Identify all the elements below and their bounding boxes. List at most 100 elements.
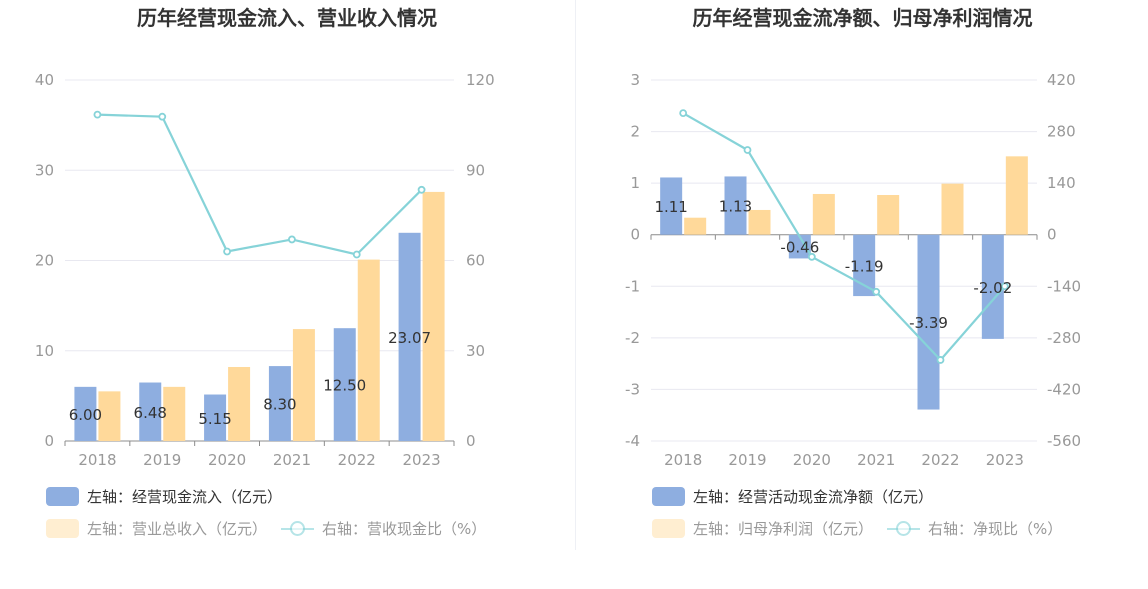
left-axis-tick-label: 2: [630, 123, 640, 141]
right-axis-tick-label: 140: [1047, 174, 1076, 192]
x-axis-tick-label: 2023: [402, 451, 440, 469]
data-label: 1.11: [654, 198, 687, 216]
data-label: -1.19: [845, 257, 884, 275]
legend-label: 归母净利润（亿元）: [738, 520, 874, 538]
ratio-point-2021: [288, 235, 296, 244]
legend-line-swatch: [281, 519, 315, 538]
left-axis-tick-label: 10: [35, 342, 54, 360]
x-axis-tick-label: 2022: [338, 451, 376, 469]
x-axis-tick-label: 2018: [78, 451, 116, 469]
x-axis-tick-label: 2019: [728, 451, 766, 469]
legend-prefix: 右轴：: [928, 520, 974, 538]
ratio-point-2023: [1000, 282, 1009, 291]
ratio-point-2020: [223, 247, 231, 256]
bar-right-series2-2021: [877, 195, 900, 235]
legend-prefix: 左轴：: [693, 520, 739, 538]
left-axis-tick-label: 30: [35, 161, 54, 179]
bar-right-series1-2022: [917, 234, 940, 410]
right-axis-tick-label: 0: [1047, 226, 1057, 244]
ratio-point-2019: [743, 146, 752, 154]
left-axis-tick-label: 40: [35, 71, 54, 89]
legend-item-profit[interactable]: 左轴： 归母净利润（亿元）: [652, 518, 873, 539]
bar-left-series1-2020: [204, 394, 227, 441]
x-axis-tick-label: 2019: [143, 451, 181, 469]
legend-label: 经营现金流入（亿元）: [132, 488, 283, 506]
left-axis-tick-label: -1: [625, 277, 640, 295]
legend-line-swatch: [887, 519, 921, 538]
data-label: 1.13: [719, 198, 752, 216]
chart-title: 历年经营现金流入、营业收入情况: [137, 6, 437, 30]
ratio-point-2022: [352, 250, 361, 259]
chart-plot-right: -4 -560 -3 -420 -2 -280 -1 -140 0 0 1 140 2 280 3 420 20…: [625, 71, 1081, 469]
x-axis-tick-label: 2022: [921, 451, 959, 469]
legend-prefix: 左轴：: [693, 488, 739, 506]
ratio-point-2018: [93, 110, 102, 119]
ratio-point-2023: [417, 185, 426, 194]
data-label: -2.02: [973, 279, 1012, 297]
legend-prefix: 左轴：: [87, 488, 133, 506]
left-axis-tick-label: -4: [625, 432, 640, 450]
right-axis-tick-label: -560: [1047, 432, 1081, 450]
bar-right-series2-2022: [941, 183, 964, 235]
x-axis-tick-label: 2020: [208, 451, 246, 469]
chart-panel-right: 历年经营现金流净额、归母净利润情况 -4 -560 -3 -420 -2 -280 -1 -1…: [577, 0, 1148, 589]
data-label: 8.30: [263, 396, 296, 414]
legend-label: 净现比（%）: [973, 520, 1063, 538]
right-axis-tick-label: 30: [466, 342, 485, 360]
bar-left-series2-2021: [292, 329, 315, 441]
bar-left-series1-2019: [139, 382, 162, 441]
right-axis-tick-label: 60: [466, 252, 485, 270]
bar-right-series2-2019: [748, 209, 771, 235]
legend-item-net-cash-ratio[interactable]: 右轴： 净现比（%）: [873, 518, 1062, 539]
right-axis-tick-label: 90: [466, 161, 485, 179]
legend-swatch: [652, 519, 685, 538]
right-axis-tick-label: 420: [1047, 71, 1076, 89]
ratio-line: [97, 113, 423, 256]
x-axis-tick-label: 2021: [857, 451, 895, 469]
legend-label: 经营活动现金流净额（亿元）: [738, 488, 934, 506]
left-axis-tick-label: -2: [625, 329, 640, 347]
x-axis-tick-label: 2023: [986, 451, 1024, 469]
right-axis-tick-label: -280: [1047, 329, 1081, 347]
bar-right-series1-2019: [724, 176, 747, 235]
bar-right-series1-2021: [853, 234, 876, 297]
data-label: -0.46: [780, 239, 819, 257]
legend-swatch: [46, 487, 79, 506]
bar-right-series2-2020: [812, 193, 835, 235]
legend-swatch: [46, 519, 79, 538]
x-axis-tick-label: 2021: [273, 451, 311, 469]
chart-title: 历年经营现金流净额、归母净利润情况: [692, 6, 1033, 30]
ratio-point-2018: [679, 109, 688, 118]
left-axis-tick-label: 0: [630, 226, 640, 244]
legend-item-revenue[interactable]: 左轴： 营业总收入（亿元）: [46, 518, 267, 539]
data-label: 12.50: [323, 377, 366, 395]
right-axis-tick-label: -140: [1047, 277, 1081, 295]
chart-plot-left: 0 0 10 30 20 60 30 90 40 120 2018 2019 2020 2021 2022 2…: [35, 71, 495, 469]
right-axis-tick-label: 0: [466, 432, 476, 450]
bar-right-series1-2023: [981, 234, 1004, 339]
legend-prefix: 左轴：: [87, 520, 133, 538]
ratio-point-2019: [158, 112, 167, 121]
bar-left-series1-2018: [74, 386, 97, 441]
bar-left-series1-2022: [333, 328, 356, 441]
data-label: 6.00: [69, 406, 102, 424]
bar-left-series2-2018: [98, 391, 121, 441]
legend-item-cash-inflow[interactable]: 左轴： 经营现金流入（亿元）: [46, 486, 282, 507]
right-axis-tick-label: -420: [1047, 380, 1081, 398]
legend-item-ratio[interactable]: 右轴： 营收现金比（%）: [267, 518, 486, 539]
right-axis-tick-label: 120: [466, 71, 495, 89]
left-axis-tick-label: -3: [625, 380, 640, 398]
bar-left-series2-2023: [422, 191, 445, 441]
data-label: -3.39: [909, 314, 948, 332]
ratio-point-2020: [807, 252, 816, 261]
panel-divider: [575, 0, 576, 550]
chart-panel-left: 历年经营现金流入、营业收入情况 0 0 10 30 20 60 30 90 40 120 2018 2…: [35, 6, 495, 539]
bar-left-series2-2022: [357, 259, 380, 441]
legend-item-net-cash-flow[interactable]: 左轴： 经营活动现金流净额（亿元）: [652, 486, 933, 507]
right-axis-tick-label: 280: [1047, 123, 1076, 141]
ratio-point-2022: [936, 356, 945, 364]
bar-left-series2-2020: [228, 366, 251, 441]
legend-item-revenue-and-ratio: 左轴： 营业总收入（亿元） 右轴： 营收现金比（%）: [46, 518, 486, 539]
ratio-line: [682, 112, 1006, 362]
left-axis-tick-label: 20: [35, 252, 54, 270]
